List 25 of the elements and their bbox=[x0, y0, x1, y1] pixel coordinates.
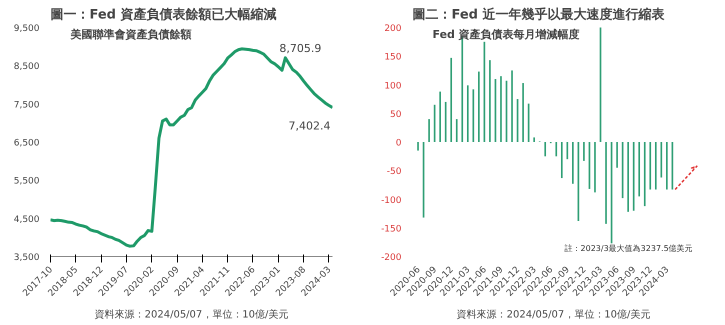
chart-title: 圖二：Fed 近一年幾乎以最大速度進行縮表 bbox=[412, 6, 666, 22]
y-tick-label: 150 bbox=[384, 52, 402, 63]
y-tick-label: 9,500 bbox=[14, 24, 40, 34]
y-tick-label: 6,500 bbox=[14, 138, 40, 148]
y-tick-label: -200 bbox=[381, 253, 402, 263]
y-tick-label: 5,500 bbox=[14, 176, 40, 187]
chart-subtitle: 美國聯準會資產負債餘額 bbox=[70, 28, 192, 41]
annotation: 註：2023/3最大值為3237.5億美元 bbox=[564, 244, 693, 253]
y-tick-label: -150 bbox=[381, 224, 402, 234]
y-tick-label: 3,500 bbox=[14, 253, 40, 263]
y-tick-label: -50 bbox=[386, 167, 402, 178]
chart-subtitle: Fed 資產負債表每月增減幅度 bbox=[432, 28, 580, 41]
y-tick-label: 200 bbox=[384, 24, 402, 34]
y-tick-label: -100 bbox=[381, 196, 402, 206]
y-tick-label: 50 bbox=[390, 110, 402, 120]
y-tick-label: 4,500 bbox=[14, 214, 40, 225]
annotation: 7,402.4 bbox=[288, 120, 331, 133]
chart-title: 圖一：Fed 資產負債表餘額已大幅縮減 bbox=[50, 6, 277, 22]
y-tick-label: 0 bbox=[396, 138, 402, 148]
y-tick-label: 100 bbox=[384, 81, 402, 92]
annotation: 8,705.9 bbox=[279, 42, 322, 55]
y-tick-label: 8,500 bbox=[14, 62, 40, 72]
y-tick-label: 7,500 bbox=[14, 100, 40, 110]
source-note: 資料來源：2024/05/07，單位：10億/美元 bbox=[94, 308, 288, 320]
source-note: 資料來源：2024/05/07，單位：10億/美元 bbox=[456, 308, 650, 320]
